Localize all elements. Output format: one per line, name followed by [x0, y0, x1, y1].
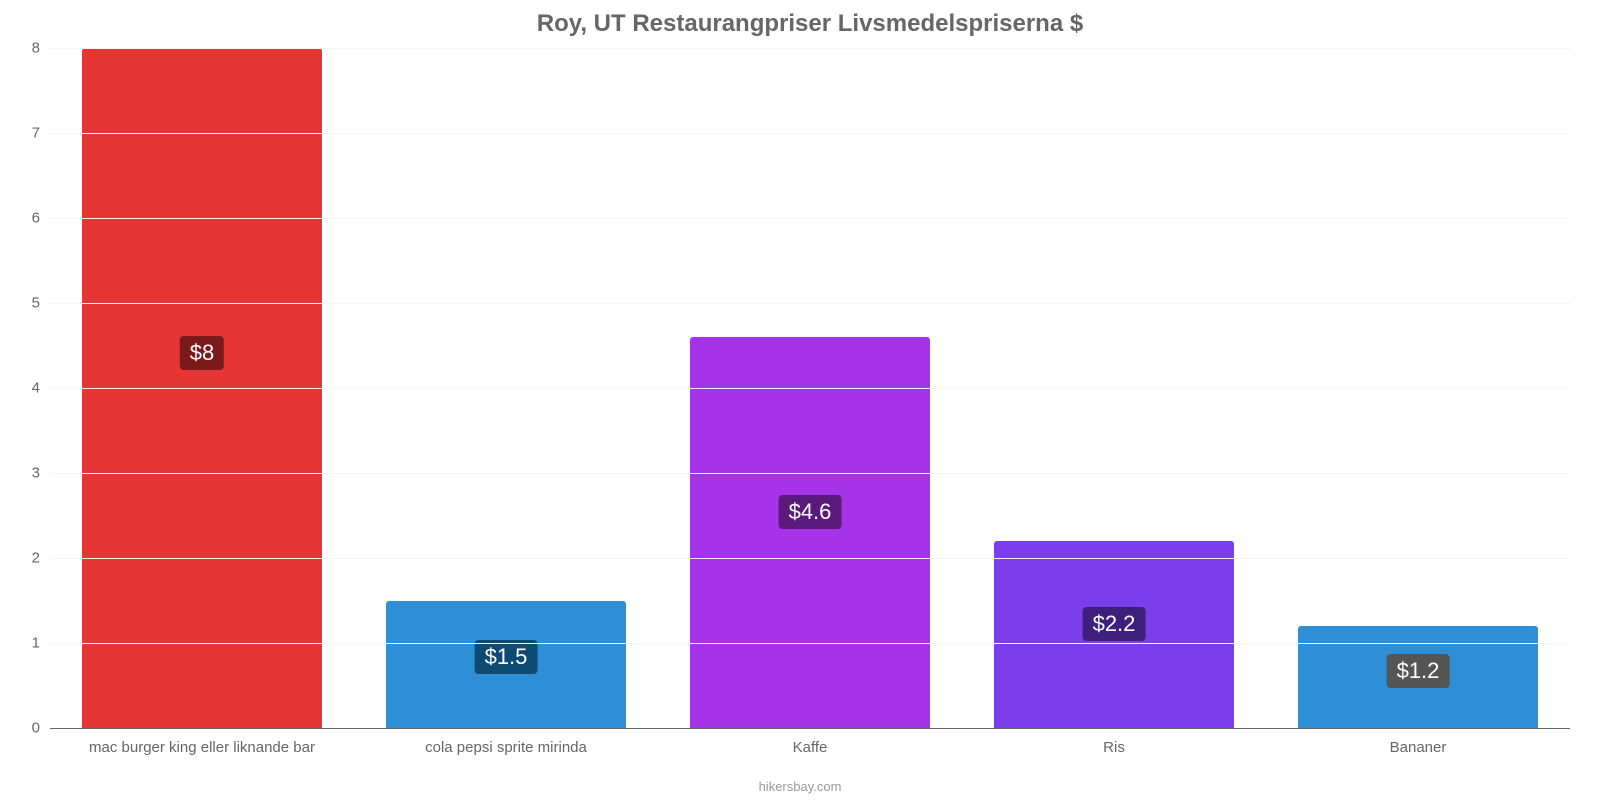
- bar: $1.2: [1298, 626, 1538, 728]
- plot-area: $8$1.5$4.6$2.2$1.2 mac burger king eller…: [50, 48, 1570, 728]
- x-category-label: cola pepsi sprite mirinda: [386, 739, 626, 756]
- y-tick-label: 8: [0, 40, 40, 57]
- y-tick-label: 3: [0, 465, 40, 482]
- gridline: [50, 473, 1570, 474]
- bar-value-label: $2.2: [1083, 607, 1146, 641]
- bar-value-label: $1.2: [1387, 654, 1450, 688]
- bar-value-label: $1.5: [475, 640, 538, 674]
- bar-value-label: $4.6: [779, 495, 842, 529]
- y-tick-label: 6: [0, 210, 40, 227]
- attribution-text: hikersbay.com: [0, 779, 1600, 794]
- gridline: [50, 303, 1570, 304]
- y-tick-label: 7: [0, 125, 40, 142]
- x-labels-row: mac burger king eller liknande bar cola p…: [50, 739, 1570, 756]
- x-category-label: Kaffe: [690, 739, 930, 756]
- chart-title: Roy, UT Restaurangpriser Livsmedelsprise…: [50, 10, 1570, 38]
- gridline: [50, 133, 1570, 134]
- price-bar-chart: Roy, UT Restaurangpriser Livsmedelsprise…: [0, 0, 1600, 800]
- y-tick-label: 0: [0, 720, 40, 737]
- y-tick-label: 1: [0, 635, 40, 652]
- bar: $1.5: [386, 601, 626, 729]
- bar-value-label: $8: [180, 336, 224, 370]
- gridline: [50, 218, 1570, 219]
- y-tick-label: 4: [0, 380, 40, 397]
- gridline: [50, 388, 1570, 389]
- bar: $2.2: [994, 541, 1234, 728]
- y-tick-label: 5: [0, 295, 40, 312]
- gridline: [50, 48, 1570, 49]
- gridline: [50, 558, 1570, 559]
- y-tick-label: 2: [0, 550, 40, 567]
- bar: $4.6: [690, 337, 930, 728]
- x-category-label: Ris: [994, 739, 1234, 756]
- gridline: [50, 728, 1570, 729]
- gridline: [50, 643, 1570, 644]
- x-category-label: mac burger king eller liknande bar: [82, 739, 322, 756]
- x-category-label: Bananer: [1298, 739, 1538, 756]
